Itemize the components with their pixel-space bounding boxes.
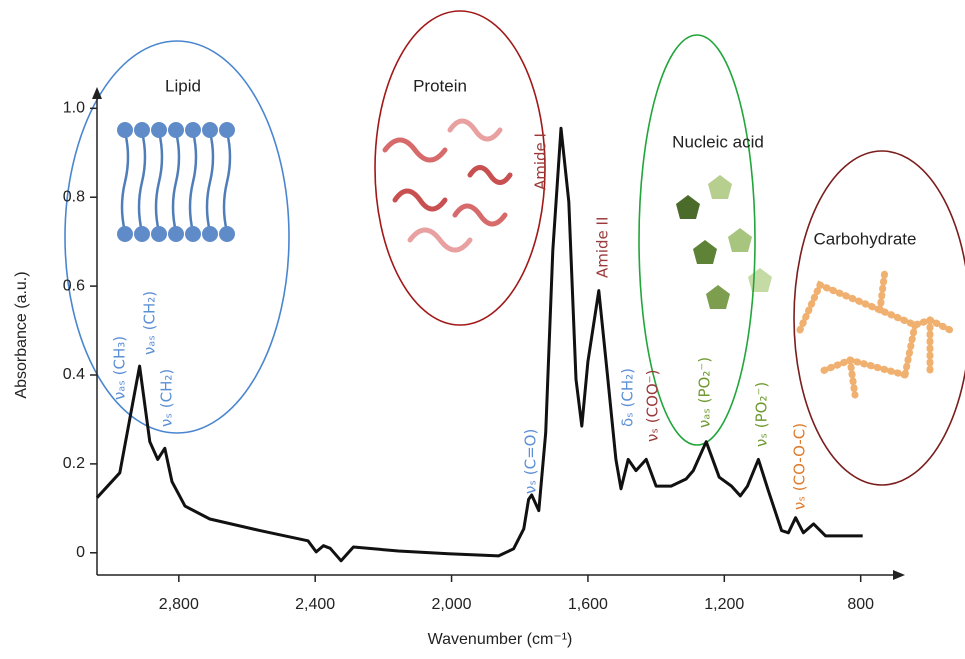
region-ellipse [374,10,546,326]
y-tick-label: 0.8 [63,188,85,205]
nucleic-icon [676,175,772,309]
y-tick-label: 0.2 [63,455,85,472]
x-axis-arrow [893,570,905,580]
carbohydrate-icon [796,266,954,399]
y-tick-label: 0.4 [63,366,85,383]
y-tick-label: 0 [76,544,85,561]
spectrum-line [95,126,863,563]
x-axis-label: Wavenumber (cm⁻¹) [428,631,573,648]
y-tick-label: 1.0 [63,100,85,117]
lipid-icon [117,122,235,242]
y-axis-arrow [92,87,102,99]
region-ellipse [793,150,965,486]
region-ellipse [64,40,290,434]
x-tick-label: 2,000 [432,596,472,613]
x-tick-label: 2,800 [159,596,199,613]
x-tick-label: 1,600 [568,596,608,613]
x-tick-label: 2,400 [295,596,335,613]
region-label: Nucleic acid [672,132,764,151]
protein-icon [382,118,513,253]
region-label: Protein [413,76,467,95]
y-axis-label: Absorbance (a.u.) [13,271,30,398]
peak-annotation: νₐₛ (CH₃) [111,336,129,400]
region-label: Lipid [165,76,201,95]
peak-annotation: νₛ (CH₂) [158,369,176,427]
peak-annotation: Amide I [532,133,550,190]
peak-annotation: νₐₛ (CH₂) [141,291,159,355]
region-ellipse [638,34,756,446]
peak-annotation: νₛ (COO⁻) [644,370,662,442]
peak-annotation: νₐₛ (PO₂⁻) [696,357,714,428]
peak-annotation: νₛ (C=O) [522,429,540,494]
peak-annotation: Amide II [594,217,612,278]
x-tick-label: 800 [847,596,874,613]
x-tick-label: 1,200 [704,596,744,613]
region-label: Carbohydrate [813,229,916,248]
y-tick-label: 0.6 [63,277,85,294]
peak-annotation: νₛ (CO-O-C) [791,423,809,510]
peak-annotation: δₛ (CH₂) [619,368,637,427]
peak-annotation: νₛ (PO₂⁻) [753,382,771,447]
